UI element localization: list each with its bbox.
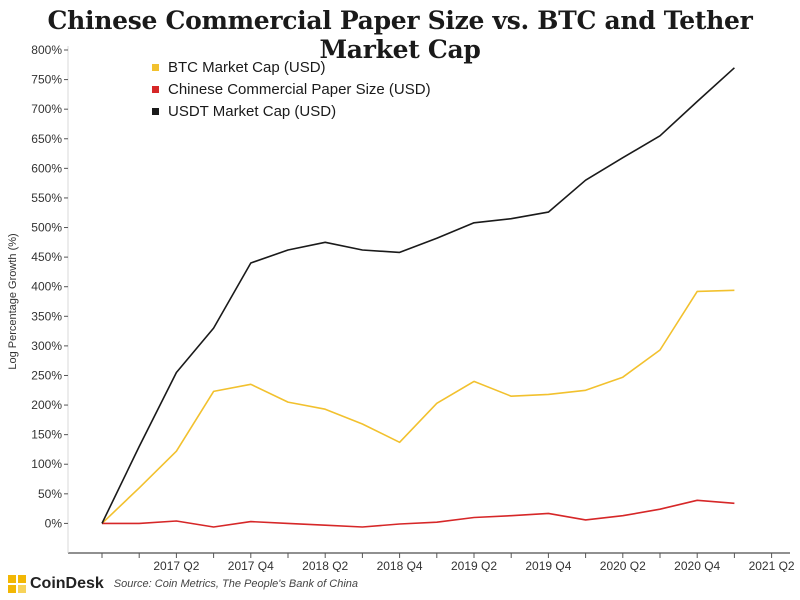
y-tick-label: 750% [31,73,62,87]
y-tick-label: 50% [38,487,62,501]
y-axis-label: Log Percentage Growth (%) [7,233,19,369]
x-tick-label: 2019 Q4 [525,559,571,572]
legend-label: BTC Market Cap (USD) [168,59,326,76]
x-tick-label: 2020 Q2 [600,559,646,572]
footer: CoinDesk Source: Coin Metrics, The Peopl… [8,572,358,596]
y-tick-label: 0% [45,516,63,530]
axes: 0% 50% 100% 150% 200% 250% 300% 350% 400% 450% 500… [7,43,795,572]
source-note: Source: Coin Metrics, The People's Bank … [113,578,359,590]
x-tick-label: 2017 Q2 [153,559,199,572]
legend-label: Chinese Commercial Paper Size (USD) [168,81,431,98]
x-tick-label: 2017 Q4 [228,559,274,572]
x-tick-label: 2020 Q4 [674,559,720,572]
x-tick-label: 2019 Q2 [451,559,497,572]
series-line-0 [101,289,735,524]
y-tick-label: 500% [31,221,62,235]
y-tick-label: 400% [31,280,62,294]
y-tick-label: 150% [31,428,62,442]
line-chart: 0% 50% 100% 150% 200% 250% 300% 350% 400% 450% 500… [7,43,795,572]
x-tick-label: 2018 Q2 [302,559,348,572]
y-tick-label: 700% [31,102,62,116]
y-tick-label: 250% [31,368,62,382]
legend-swatch [152,64,159,71]
series-line-2 [101,67,735,524]
x-tick-label: 2021 Q2 [749,559,795,572]
y-tick-label: 550% [31,191,62,205]
y-tick-label: 800% [31,43,62,57]
y-tick-label: 600% [31,161,62,175]
y-tick-label: 200% [31,398,62,412]
y-tick-label: 300% [31,339,62,353]
y-tick-label: 100% [31,457,62,471]
legend-swatch [152,86,159,93]
brand-name: CoinDesk [30,575,104,592]
coindesk-logo-icon [8,575,26,593]
y-tick-label: 650% [31,132,62,146]
y-tick-label: 350% [31,309,62,323]
y-tick-label: 450% [31,250,62,264]
legend: BTC Market Cap (USD) Chinese Commercial P… [152,59,431,120]
x-tick-label: 2018 Q4 [377,559,423,572]
series-lines [101,67,735,528]
series-line-1 [102,499,735,528]
legend-label: USDT Market Cap (USD) [168,103,336,120]
legend-swatch [152,108,159,115]
chart-title: Chinese Commercial Paper Size vs. BTC an… [47,6,753,64]
